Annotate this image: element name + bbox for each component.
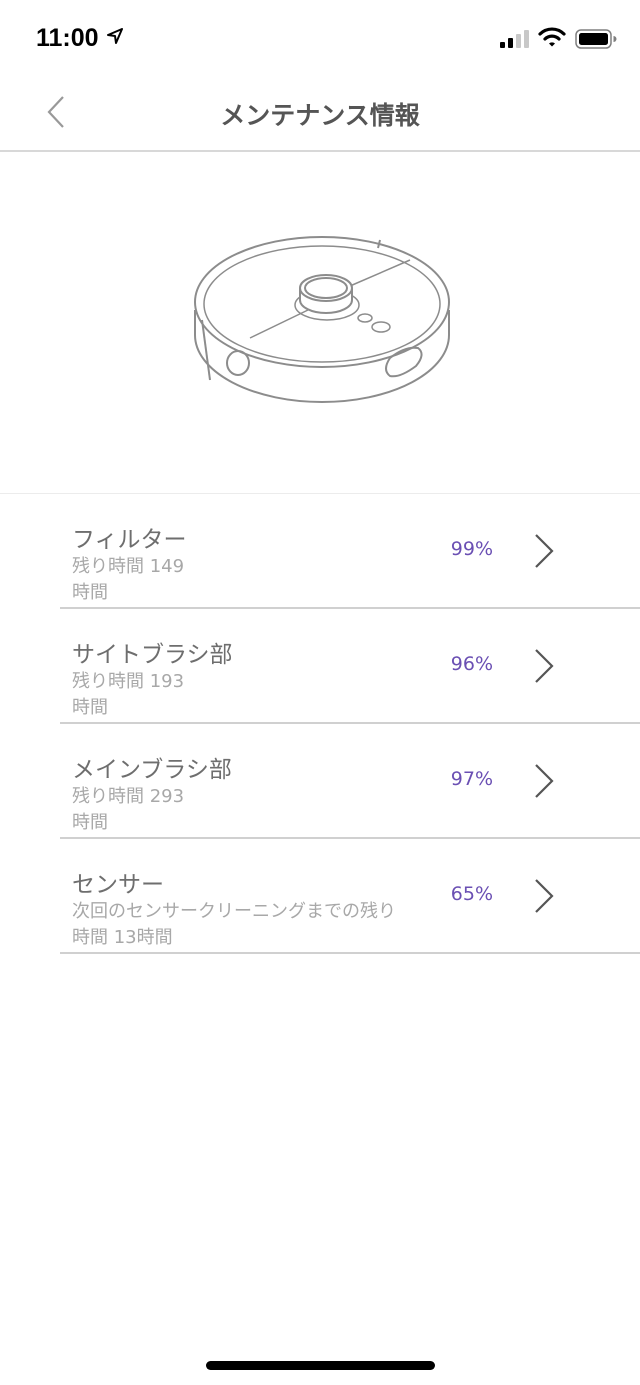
item-percent: 99% [450,538,493,560]
battery-icon [575,29,617,49]
location-arrow-icon [107,28,123,44]
robot-vacuum-illustration [194,236,450,403]
item-percent: 97% [450,768,493,790]
home-indicator[interactable] [206,1361,435,1370]
item-remaining-line2: 時間 [72,812,108,833]
item-remaining: 次回のセンサークリーニングまでの残り 時間 13時間 [72,899,396,951]
item-remaining: 残り時間 149 時間 [72,554,184,606]
item-remaining-line1: 残り時間 149 [72,556,185,577]
list-item-filter[interactable]: フィルター 残り時間 149 時間 99% [60,494,640,609]
status-time: 11:00 [36,24,99,52]
item-remaining: 残り時間 293 時間 [72,784,184,836]
item-remaining-line1: 残り時間 193 [72,671,185,692]
chevron-right-icon [535,649,554,683]
maintenance-list: フィルター 残り時間 149 時間 99% サイトブラシ部 残り時間 193 時間 … [0,494,640,954]
item-remaining-line2: 時間 [72,697,108,718]
item-percent: 96% [450,653,493,675]
chevron-right-icon [535,879,554,913]
item-remaining-line1: 残り時間 293 [72,786,185,807]
list-item-sensor[interactable]: センサー 次回のセンサークリーニングまでの残り 時間 13時間 65% [60,839,640,954]
item-remaining: 残り時間 193 時間 [72,669,184,721]
item-remaining-line2: 時間 13時間 [72,927,173,948]
navigation-bar: メンテナンス情報 [0,80,640,152]
chevron-right-icon [535,534,554,568]
status-bar: 11:00 [0,0,640,80]
item-remaining-line2: 時間 [72,582,108,603]
item-name: サイトブラシ部 [72,642,233,668]
chevron-right-icon [535,764,554,798]
cellular-signal-icon [500,30,529,48]
list-item-side-brush[interactable]: サイトブラシ部 残り時間 193 時間 96% [60,609,640,724]
item-name: フィルター [72,527,187,553]
item-name: メインブラシ部 [72,757,232,783]
page-title: メンテナンス情報 [220,101,420,130]
item-name: センサー [72,872,164,898]
item-percent: 65% [450,883,493,905]
list-item-main-brush[interactable]: メインブラシ部 残り時間 293 時間 97% [60,724,640,839]
wifi-icon [538,27,566,47]
item-remaining-line1: 次回のセンサークリーニングまでの残り [72,901,396,922]
divider [0,493,640,494]
back-chevron-icon[interactable] [44,94,68,130]
